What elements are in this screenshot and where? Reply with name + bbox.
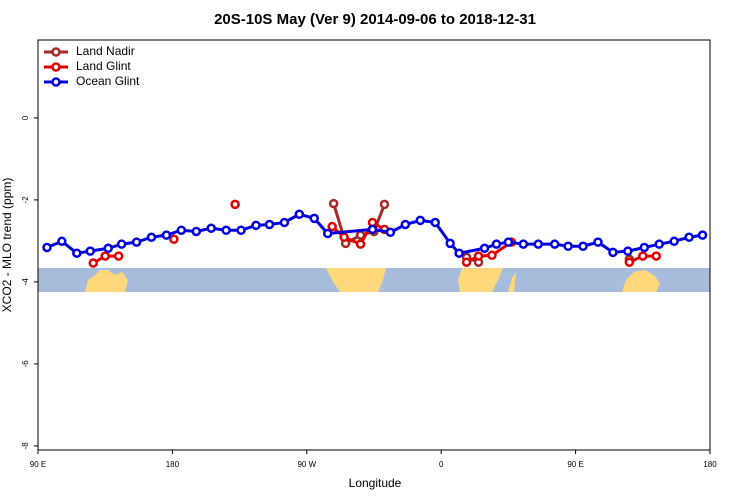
land-patch [458, 268, 503, 292]
point [328, 198, 339, 209]
point [322, 228, 333, 239]
point [131, 237, 142, 247]
point [533, 239, 544, 249]
point [230, 199, 240, 210]
chart-title: 20S-10S May (Ver 9) 2014-09-06 to 2018-1… [214, 11, 536, 28]
point [487, 250, 497, 260]
point [400, 219, 411, 230]
point [593, 237, 603, 247]
point [638, 251, 648, 261]
point [445, 238, 455, 249]
x-tick-label: 90 E [30, 460, 46, 469]
point [563, 241, 573, 251]
point [176, 225, 187, 235]
point [415, 215, 426, 226]
point [251, 220, 261, 231]
land-patch [326, 268, 386, 292]
point [221, 225, 231, 235]
point [206, 223, 216, 233]
point [264, 219, 275, 230]
point [103, 243, 113, 254]
point [379, 199, 390, 210]
point [367, 224, 378, 235]
x-tick-label: 90 E [567, 460, 583, 469]
x-tick-label: 0 [439, 460, 444, 469]
point [169, 234, 179, 245]
plot-frame [37, 39, 711, 451]
point [491, 239, 502, 249]
point [279, 217, 290, 228]
point [116, 239, 127, 249]
point [654, 239, 664, 249]
point [518, 239, 529, 249]
land-patch [85, 270, 128, 292]
point [669, 236, 679, 247]
y-tick-label: -8 [21, 442, 30, 450]
x-tick-label: 180 [166, 460, 180, 469]
point [339, 232, 349, 242]
point [85, 246, 96, 256]
legend-label: Land Glint [76, 59, 131, 73]
land-patch [622, 270, 660, 292]
point [623, 246, 633, 256]
point [503, 237, 514, 247]
point [549, 239, 560, 249]
point [697, 230, 708, 240]
y-tick-label: -4 [21, 278, 30, 286]
point [191, 226, 202, 237]
y-axis-label: XCO2 - MLO trend (ppm) [0, 178, 14, 313]
point [473, 251, 484, 261]
point [624, 257, 635, 267]
point [430, 217, 440, 228]
map-band [38, 268, 710, 292]
point [57, 236, 67, 247]
y-tick-label: 0 [21, 115, 30, 120]
x-tick-label: 90 W [297, 460, 316, 469]
point [100, 251, 110, 261]
x-tick-label: 180 [703, 460, 717, 469]
point [294, 209, 305, 219]
point [88, 258, 99, 268]
point [385, 227, 396, 238]
point [651, 251, 661, 261]
legend-label: Land Nadir [76, 44, 135, 58]
point [113, 251, 124, 261]
y-tick-label: -6 [21, 360, 30, 368]
point [684, 232, 694, 242]
point [327, 221, 337, 232]
point [72, 248, 82, 258]
point [578, 241, 588, 251]
x-axis-label: Longitude [349, 476, 402, 490]
point [236, 225, 246, 235]
land-patch [508, 272, 516, 292]
point [639, 242, 650, 253]
point [161, 230, 172, 240]
legend-marker [51, 77, 61, 87]
legend-marker [51, 62, 61, 72]
point [608, 247, 618, 258]
legend-label: Ocean Glint [76, 74, 140, 88]
point [309, 213, 320, 224]
point [454, 248, 464, 258]
point [461, 257, 472, 267]
point [146, 232, 157, 242]
point [355, 239, 366, 249]
point [42, 242, 52, 253]
point [479, 243, 490, 254]
y-tick-label: -2 [21, 196, 30, 204]
legend-marker [51, 47, 61, 57]
